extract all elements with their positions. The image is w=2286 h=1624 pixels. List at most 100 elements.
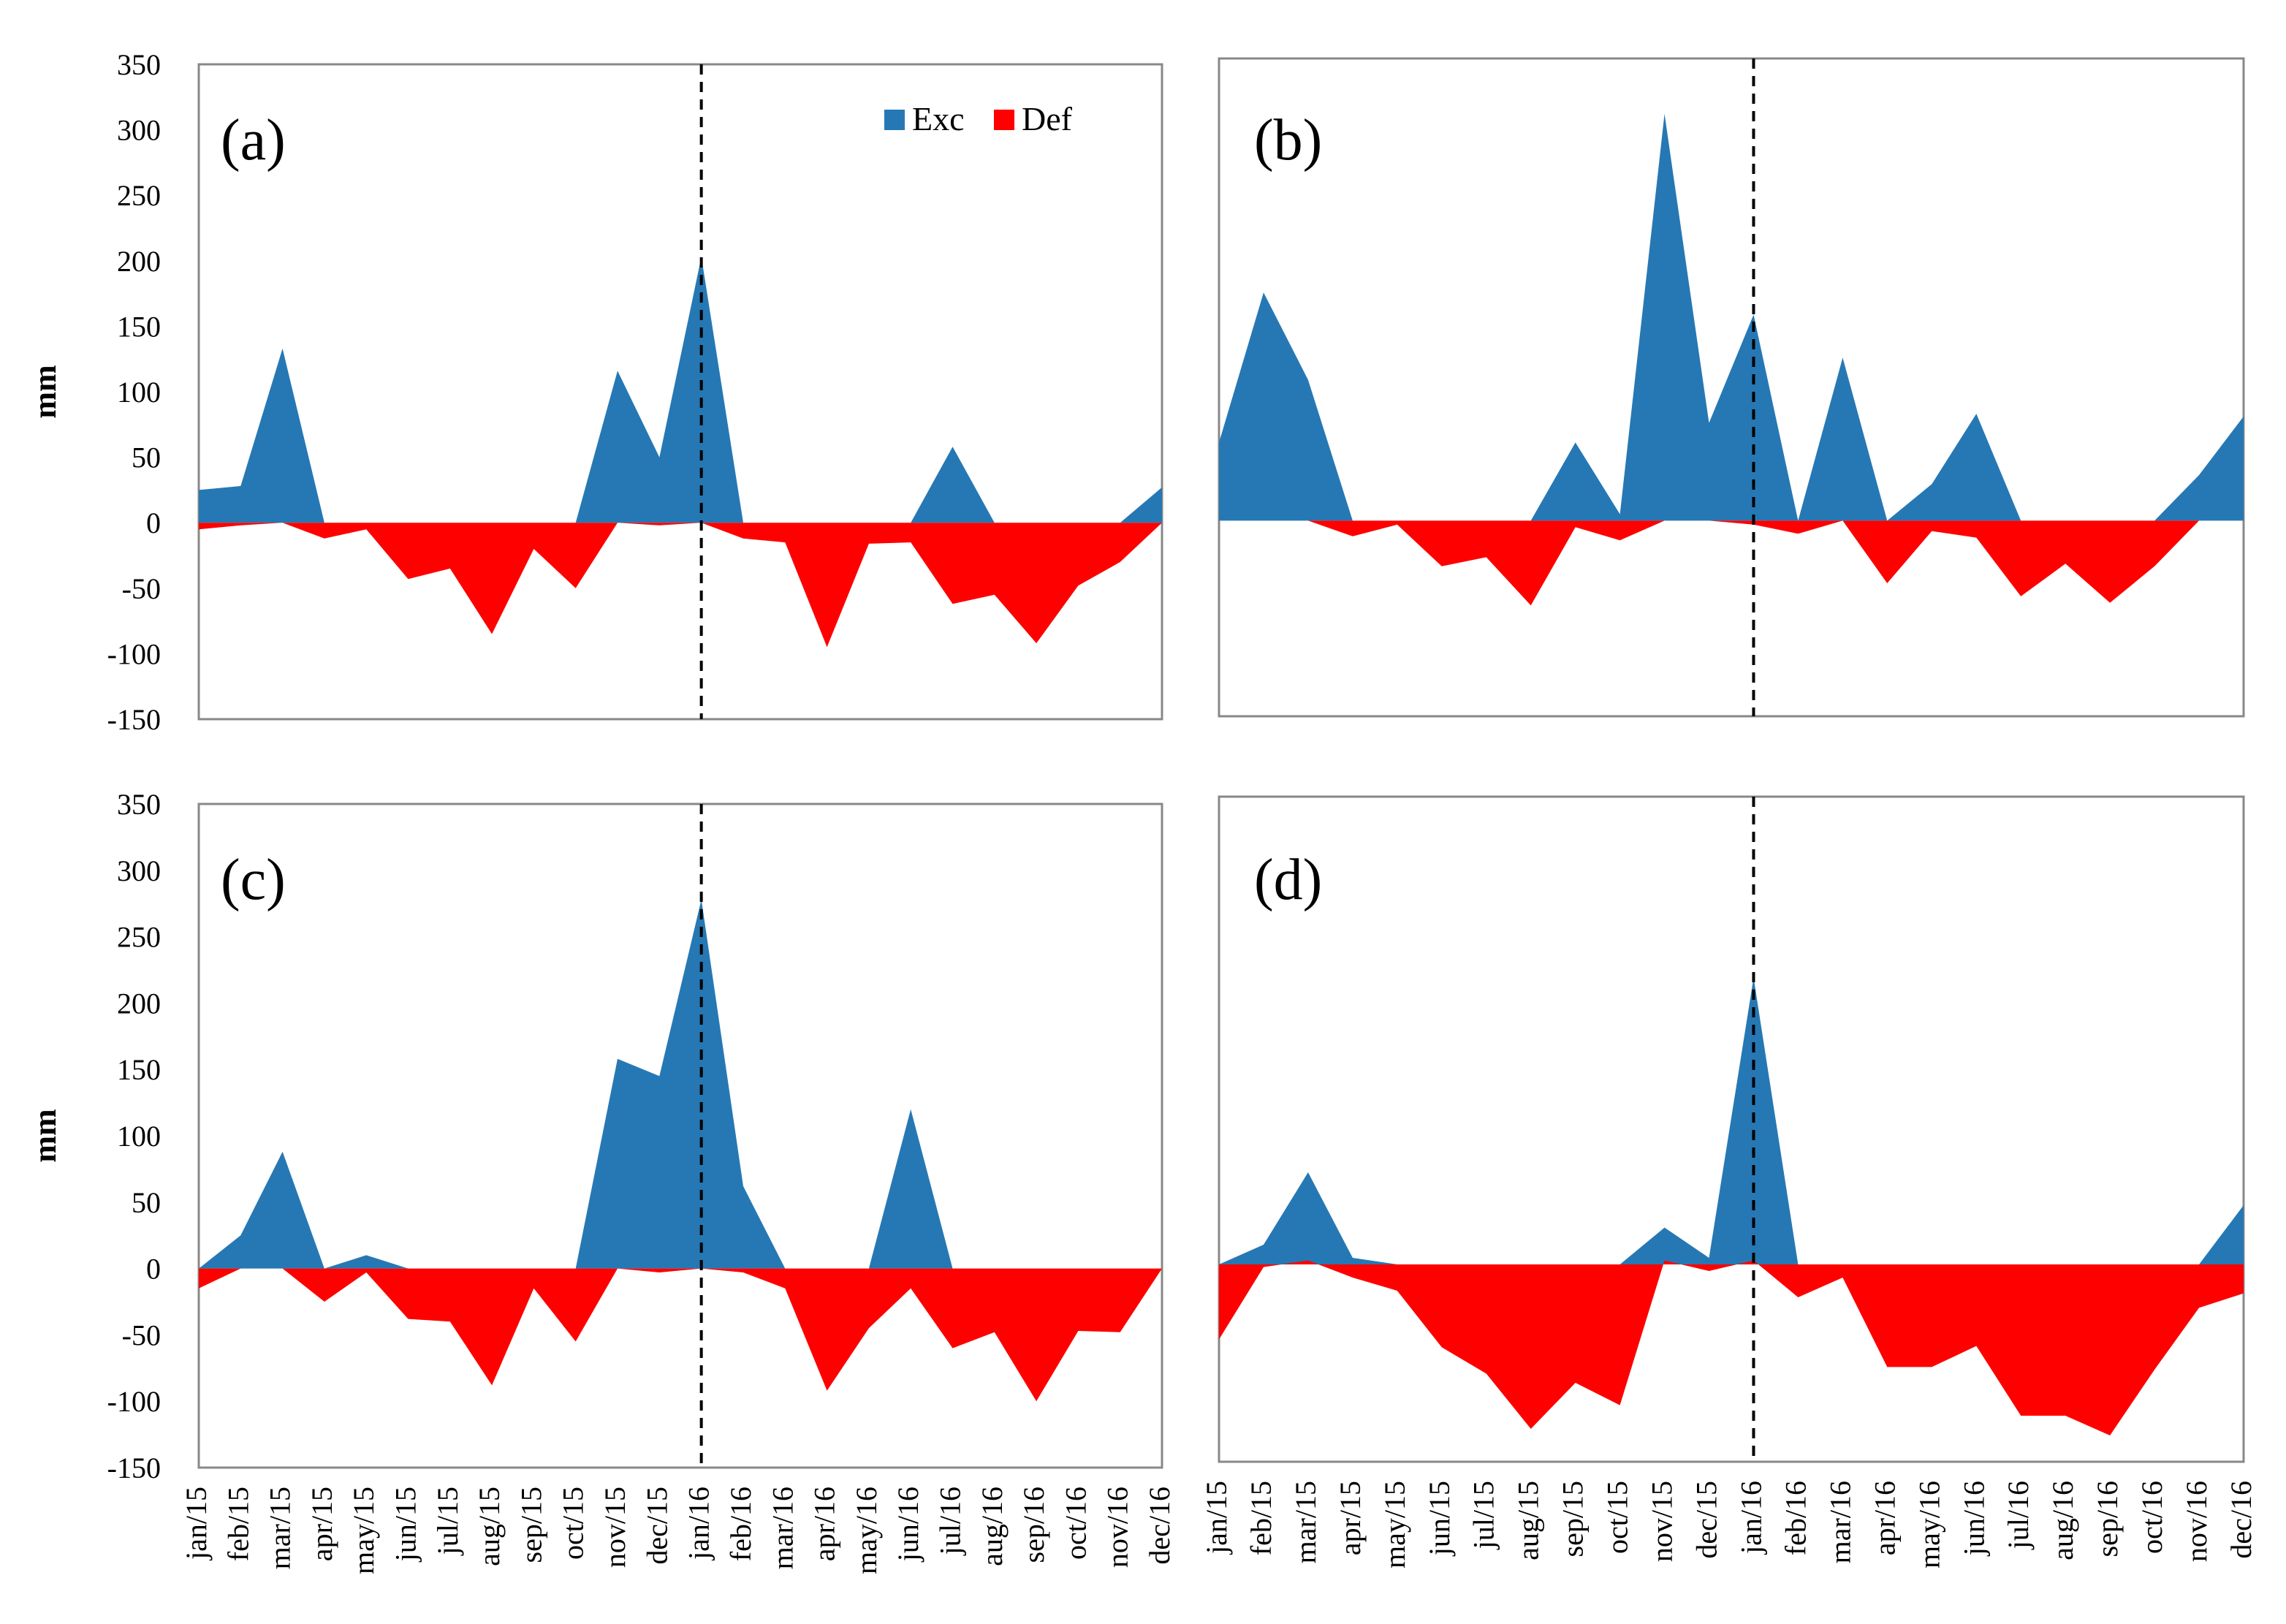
point-exc-sep-15 — [1574, 441, 1577, 444]
area-exc — [199, 899, 1162, 1269]
point-exc-mar-15 — [281, 1150, 284, 1153]
point-exc-may-16 — [1930, 482, 1933, 485]
x-tick-label: apr/16 — [808, 1487, 841, 1561]
point-exc-feb-15 — [239, 1234, 242, 1237]
x-tick-label: oct/15 — [1601, 1481, 1634, 1554]
point-def-aug-15 — [490, 633, 493, 636]
panel-d: (d) jan/15 feb/15 mar/15 apr/15 may/15 jun/15 j… — [1200, 795, 2257, 1568]
x-tick-label: jan/15 — [180, 1487, 213, 1561]
point-def-feb-15 — [239, 524, 242, 527]
x-tick-label: sep/16 — [1017, 1487, 1050, 1563]
point-def-feb-16 — [742, 537, 745, 540]
point-def-feb-16 — [1796, 1296, 1799, 1299]
point-exc-dec-15 — [658, 456, 661, 459]
x-tick-label: dec/15 — [1690, 1481, 1723, 1559]
point-def-mar-16 — [1841, 1276, 1844, 1279]
y-axis-label: mm — [27, 365, 63, 418]
area-exc — [1219, 977, 2244, 1264]
x-tick-label: may/15 — [1378, 1481, 1411, 1568]
x-tick-label: oct/16 — [1059, 1487, 1092, 1560]
point-exc-jun-16 — [1975, 412, 1978, 415]
legend: Exc Def — [884, 100, 1073, 137]
y-tick-label: 250 — [117, 179, 161, 212]
x-tick-label: may/15 — [347, 1487, 380, 1574]
point-def-may-15 — [365, 1271, 368, 1274]
point-def-aug-16 — [2064, 562, 2067, 565]
point-def-jun-15 — [407, 1318, 410, 1321]
plot-frame — [1218, 57, 2245, 718]
point-exc-nov-15 — [1663, 1226, 1666, 1229]
y-tick-label: 200 — [117, 987, 161, 1020]
y-tick-label: 0 — [146, 506, 161, 539]
x-tick-label: jul/16 — [2002, 1481, 2035, 1550]
point-def-oct-15 — [1619, 539, 1622, 542]
point-def-aug-16 — [993, 593, 996, 596]
x-tick-label: sep/15 — [514, 1487, 547, 1563]
point-exc-dec-16 — [2242, 415, 2245, 418]
point-def-oct-16 — [1076, 584, 1079, 587]
point-def-may-16 — [1930, 530, 1933, 533]
y-tick-label: 150 — [117, 310, 161, 343]
y-axis-label: mm — [27, 1109, 63, 1162]
point-def-oct-16 — [1076, 1329, 1079, 1332]
x-tick-label: jan/16 — [1735, 1481, 1768, 1555]
x-tick-label: feb/16 — [724, 1487, 757, 1561]
point-def-may-16 — [1930, 1365, 1933, 1368]
point-def-nov-15 — [1663, 519, 1666, 522]
point-def-mar-15 — [281, 521, 284, 524]
x-tick-label: sep/15 — [1557, 1481, 1590, 1557]
point-def-apr-15 — [323, 1300, 326, 1303]
point-exc-dec-15 — [658, 1074, 661, 1077]
point-def-jul-15 — [449, 567, 452, 570]
point-exc-dec-15 — [1708, 422, 1711, 425]
panel-label: (b) — [1254, 108, 1322, 172]
point-def-apr-16 — [826, 645, 829, 648]
chart-panels: 350 300 250 200 150 100 50 0 -50 -100 -150 mm (a) Exc… — [27, 48, 2257, 1574]
y-tick-label: 100 — [117, 1120, 161, 1153]
point-def-feb-15 — [1262, 519, 1265, 522]
x-tick-label: aug/16 — [2046, 1481, 2079, 1560]
y-tick-label: -150 — [107, 703, 161, 736]
x-tick-label: jul/15 — [1467, 1481, 1500, 1550]
x-tick-label: aug/16 — [976, 1487, 1009, 1566]
point-def-jun-16 — [1975, 536, 1978, 539]
panel-label: (c) — [221, 848, 286, 912]
point-def-mar-16 — [783, 1287, 786, 1290]
point-def-jul-16 — [952, 602, 954, 605]
point-exc-dec-16 — [2242, 1204, 2245, 1207]
point-def-aug-16 — [2064, 1414, 2067, 1417]
point-exc-may-15 — [365, 1253, 368, 1256]
plot-frame — [197, 63, 1163, 721]
point-exc-apr-15 — [1351, 1256, 1354, 1259]
point-def-oct-16 — [2153, 1368, 2156, 1371]
point-exc-jul-16 — [952, 445, 954, 448]
point-exc-dec-15 — [1708, 1256, 1711, 1259]
point-exc-oct-15 — [1619, 513, 1622, 516]
panel-a: 350 300 250 200 150 100 50 0 -50 -100 -150 mm (a) Exc… — [27, 48, 1163, 736]
point-def-jan-15 — [197, 528, 200, 531]
point-def-may-16 — [867, 542, 870, 545]
x-tick-label: nov/16 — [2180, 1481, 2213, 1562]
point-def-dec-16 — [1161, 521, 1163, 524]
x-tick-label: mar/15 — [264, 1487, 297, 1569]
point-def-sep-15 — [532, 547, 535, 550]
point-def-sep-16 — [2108, 602, 2111, 604]
legend-swatch-exc — [884, 110, 905, 130]
x-tick-label: may/16 — [1913, 1481, 1945, 1568]
x-tick-label: nov/15 — [599, 1487, 631, 1568]
point-def-jul-16 — [2019, 1414, 2022, 1417]
point-exc-mar-16 — [1841, 356, 1844, 359]
x-tick-label: jan/15 — [1200, 1481, 1233, 1555]
point-def-jun-16 — [909, 1287, 912, 1290]
y-tick-label: -100 — [107, 1385, 161, 1418]
x-tick-label: jun/15 — [1423, 1481, 1456, 1557]
x-tick-label: feb/15 — [1245, 1481, 1277, 1555]
point-def-apr-15 — [323, 537, 326, 540]
x-tick-label: aug/15 — [1512, 1481, 1545, 1560]
y-tick-label: -150 — [107, 1452, 161, 1484]
legend-label-exc: Exc — [912, 100, 965, 137]
point-def-may-15 — [1396, 1289, 1399, 1292]
point-def-aug-15 — [490, 1384, 493, 1386]
point-exc-jan-15 — [197, 488, 200, 491]
y-tick-label: 50 — [132, 1186, 161, 1219]
